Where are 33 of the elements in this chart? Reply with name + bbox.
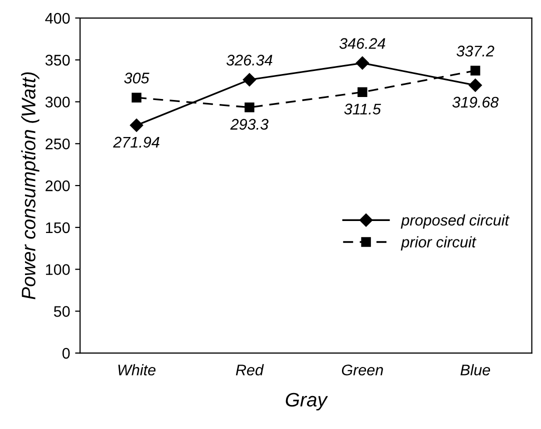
x-axis-title: Gray xyxy=(286,392,328,410)
x-tick-label: Green xyxy=(342,364,383,376)
data-label: 337.2 xyxy=(456,46,494,56)
point xyxy=(470,66,480,76)
point xyxy=(358,87,368,98)
x-tick-label: White xyxy=(118,364,156,376)
point xyxy=(468,78,482,92)
data-label: 311.5 xyxy=(344,104,381,114)
y-axis-title: Power consumption (Watt) xyxy=(21,72,40,300)
y-tick-label: 350 xyxy=(45,54,70,66)
point xyxy=(132,92,142,102)
data-label: 319.68 xyxy=(452,96,499,108)
point xyxy=(244,102,254,112)
x-tick-label: Blue xyxy=(460,364,490,376)
y-tick-label: 50 xyxy=(54,306,70,317)
data-label: 346.24 xyxy=(339,38,386,49)
legend-label: prior circuit xyxy=(400,236,476,251)
y-tick-label: 150 xyxy=(46,222,70,234)
x-tick-label: Red xyxy=(236,364,264,376)
data-label: 305 xyxy=(124,72,150,84)
y-tick-label: 300 xyxy=(45,96,70,108)
data-label: 293.3 xyxy=(230,118,268,130)
legend-label: proposed circuit xyxy=(400,214,510,229)
data-label: 326.34 xyxy=(226,54,272,66)
point xyxy=(356,56,369,70)
point xyxy=(130,118,144,132)
y-tick-label: 250 xyxy=(46,138,70,150)
y-tick-label: 200 xyxy=(46,180,70,192)
data-label: 271.94 xyxy=(113,136,160,148)
y-tick-label: 0 xyxy=(62,348,70,359)
point xyxy=(242,73,256,86)
y-tick-label: 100 xyxy=(46,264,70,275)
y-tick-label: 400 xyxy=(45,12,70,24)
